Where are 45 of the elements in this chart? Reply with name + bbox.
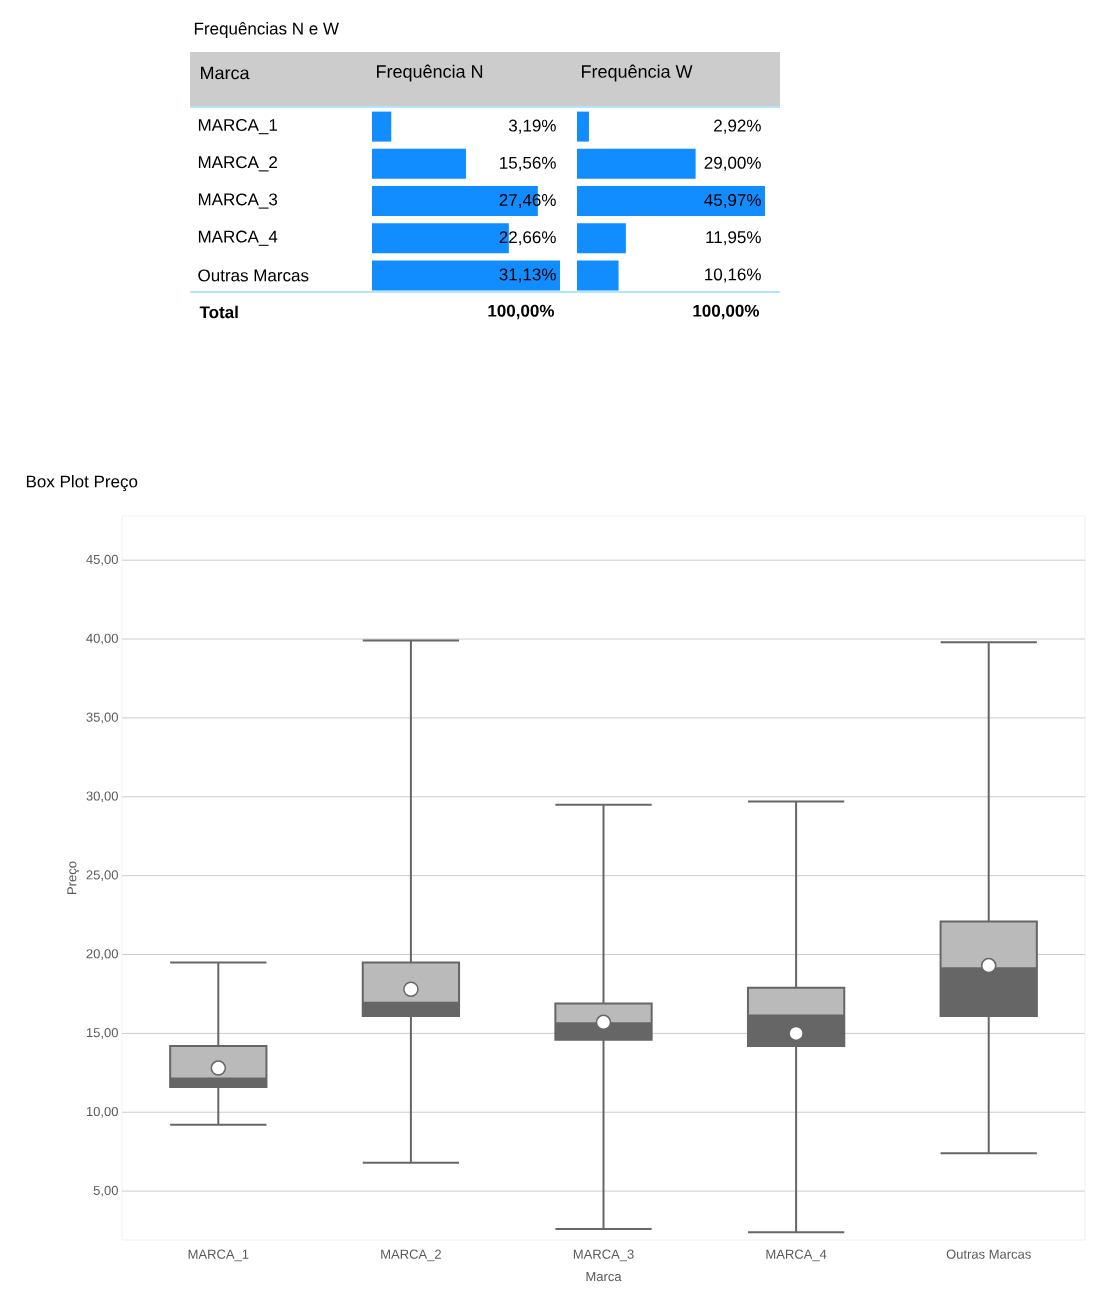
bar: [577, 223, 626, 254]
text: Total: [199, 305, 238, 319]
y-axis-title: Preço: [67, 861, 80, 894]
data-label: 29,00%: [704, 156, 761, 171]
y-tick-label: 40,00: [86, 633, 118, 645]
x-axis-title: Marca: [586, 1272, 622, 1282]
data-label: 31,13%: [499, 268, 556, 283]
x-tick-label: MARCA_1: [188, 1249, 249, 1262]
bar: [577, 186, 766, 216]
text: 100,00%: [488, 304, 555, 320]
bar: [372, 148, 466, 179]
chart-title: Frequências N e W: [194, 22, 339, 38]
data-label: 10,16%: [705, 268, 761, 283]
bar: [577, 111, 589, 142]
x-tick-label: MARCA_4: [766, 1249, 827, 1262]
bar: [372, 260, 560, 291]
bar: [577, 260, 619, 291]
y-tick-label: MARCA_2: [198, 156, 277, 172]
y-tick-label: 30,00: [86, 791, 118, 803]
y-tick-label: 5,00: [93, 1185, 118, 1197]
chart-title: Box Plot Preço: [26, 475, 138, 491]
x-tick-label: MARCA_3: [573, 1249, 634, 1262]
y-tick-label: 10,00: [86, 1106, 118, 1118]
data-label: 2,92%: [714, 119, 761, 134]
y-axis-title: Marca: [201, 66, 250, 80]
bar: [577, 148, 696, 179]
y-tick-label: 45,00: [86, 554, 118, 566]
x-tick-label: Outras Marcas: [946, 1249, 1031, 1259]
text: 100,00%: [693, 304, 760, 320]
x-axis-title: Frequência W: [582, 64, 693, 82]
y-tick-label: MARCA_3: [198, 193, 278, 209]
y-tick-label: 15,00: [86, 1028, 118, 1039]
y-tick-label: Outras Marcas: [198, 269, 309, 282]
data-label: 45,97%: [704, 193, 761, 209]
y-tick-label: 35,00: [86, 712, 118, 724]
data-label: 15,56%: [500, 156, 556, 171]
x-axis-title: Frequência N: [377, 64, 483, 82]
data-label: 11,95%: [706, 231, 761, 246]
y-tick-label: MARCA_4: [198, 230, 278, 246]
x-tick-label: MARCA_2: [381, 1249, 441, 1262]
data-label: 3,19%: [508, 119, 556, 134]
bar: [372, 111, 392, 142]
y-tick-label: 20,00: [86, 949, 118, 960]
y-tick-label: 25,00: [86, 870, 118, 882]
y-tick-label: MARCA_1: [198, 118, 277, 135]
